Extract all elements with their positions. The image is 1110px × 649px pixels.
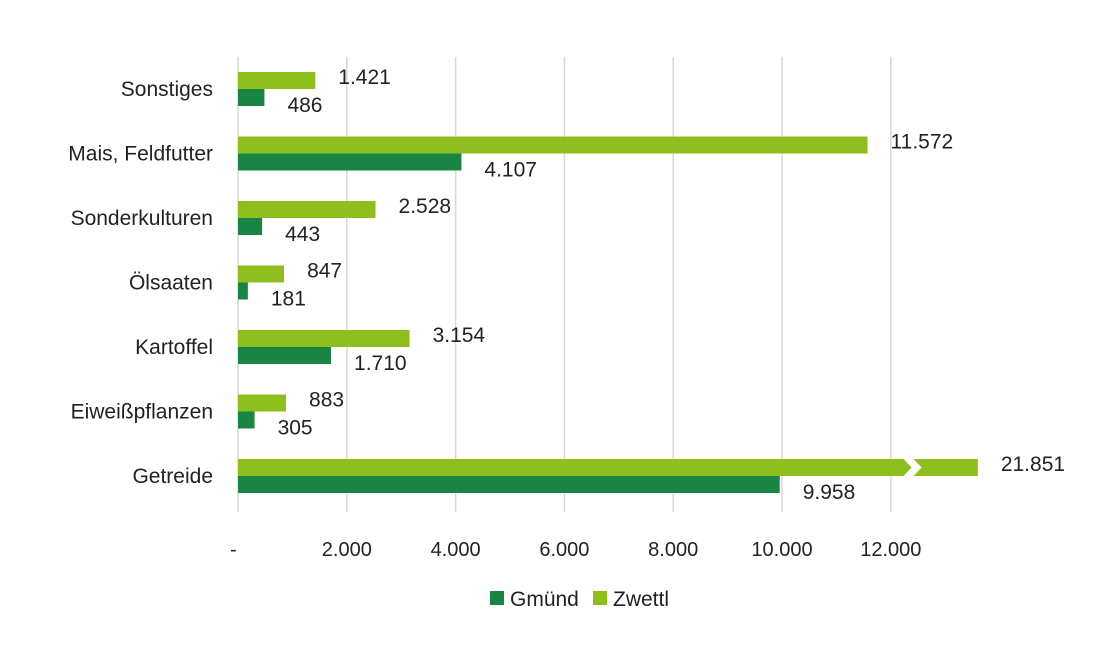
bar-zwettl-0 bbox=[238, 72, 316, 89]
data-label-zwettl-5: 883 bbox=[309, 389, 344, 412]
data-label-gmund-3: 181 bbox=[271, 288, 306, 311]
bar-gmund-0 bbox=[238, 89, 265, 106]
legend-swatch-0 bbox=[490, 591, 504, 605]
bar-zwettl-2 bbox=[238, 201, 376, 218]
x-tick-label-5: 10.000 bbox=[751, 539, 812, 561]
category-label-3: Ölsaaten bbox=[129, 272, 213, 295]
x-tick-label-0: - bbox=[230, 539, 237, 561]
bar-gmund-2 bbox=[238, 218, 263, 235]
x-tick-label-6: 12.000 bbox=[860, 539, 921, 561]
bar-gmund-1 bbox=[238, 153, 462, 171]
legend: Gmünd Zwettl bbox=[490, 588, 669, 611]
data-label-gmund-2: 443 bbox=[285, 223, 320, 246]
data-label-zwettl-2: 2.528 bbox=[399, 195, 452, 218]
bar-gmund-6 bbox=[238, 476, 780, 493]
category-label-5: Eiweißpflanzen bbox=[71, 401, 213, 424]
bar-zwettl-6-part1 bbox=[238, 459, 912, 476]
data-label-gmund-0: 486 bbox=[287, 94, 322, 117]
legend-label-1: Zwettl bbox=[613, 588, 669, 611]
data-label-gmund-4: 1.710 bbox=[354, 352, 407, 375]
data-label-zwettl-3: 847 bbox=[307, 260, 342, 283]
data-label-gmund-6: 9.958 bbox=[803, 481, 856, 504]
bar-zwettl-1 bbox=[238, 136, 868, 154]
category-label-6: Getreide bbox=[132, 465, 213, 488]
data-label-zwettl-4: 3.154 bbox=[433, 324, 486, 347]
x-tick-label-3: 6.000 bbox=[539, 539, 589, 561]
data-label-zwettl-1: 11.572 bbox=[891, 131, 954, 154]
bar-zwettl-5 bbox=[238, 394, 287, 412]
data-label-gmund-1: 4.107 bbox=[484, 159, 537, 182]
bar-zwettl-4 bbox=[238, 330, 410, 347]
category-label-0: Sonstiges bbox=[121, 78, 213, 101]
bar-zwettl-6-part2 bbox=[913, 459, 978, 476]
legend-label-0: Gmünd bbox=[510, 588, 579, 611]
data-label-gmund-5: 305 bbox=[278, 417, 313, 440]
category-label-4: Kartoffel bbox=[135, 336, 213, 359]
gridlines bbox=[237, 57, 892, 512]
x-tick-label-4: 8.000 bbox=[648, 539, 698, 561]
x-tick-label-2: 4.000 bbox=[431, 539, 481, 561]
bar-gmund-3 bbox=[238, 282, 248, 300]
data-label-zwettl-0: 1.421 bbox=[338, 66, 391, 89]
x-tick-label-1: 2.000 bbox=[322, 539, 372, 561]
data-label-zwettl-6: 21.851 bbox=[1001, 453, 1065, 476]
bar-gmund-4 bbox=[238, 347, 332, 364]
legend-swatch-1 bbox=[593, 591, 607, 605]
category-axis: Sonstiges Mais, Feldfutter Sonderkulturen Ö… bbox=[68, 78, 213, 488]
category-label-2: Sonderkulturen bbox=[71, 207, 213, 230]
category-label-1: Mais, Feldfutter bbox=[68, 143, 213, 166]
bar-zwettl-3 bbox=[238, 265, 285, 283]
value-axis: - 2.000 4.000 6.000 8.000 10.000 12.000 bbox=[230, 539, 921, 561]
bar-gmund-5 bbox=[238, 411, 255, 429]
bars bbox=[238, 72, 978, 493]
